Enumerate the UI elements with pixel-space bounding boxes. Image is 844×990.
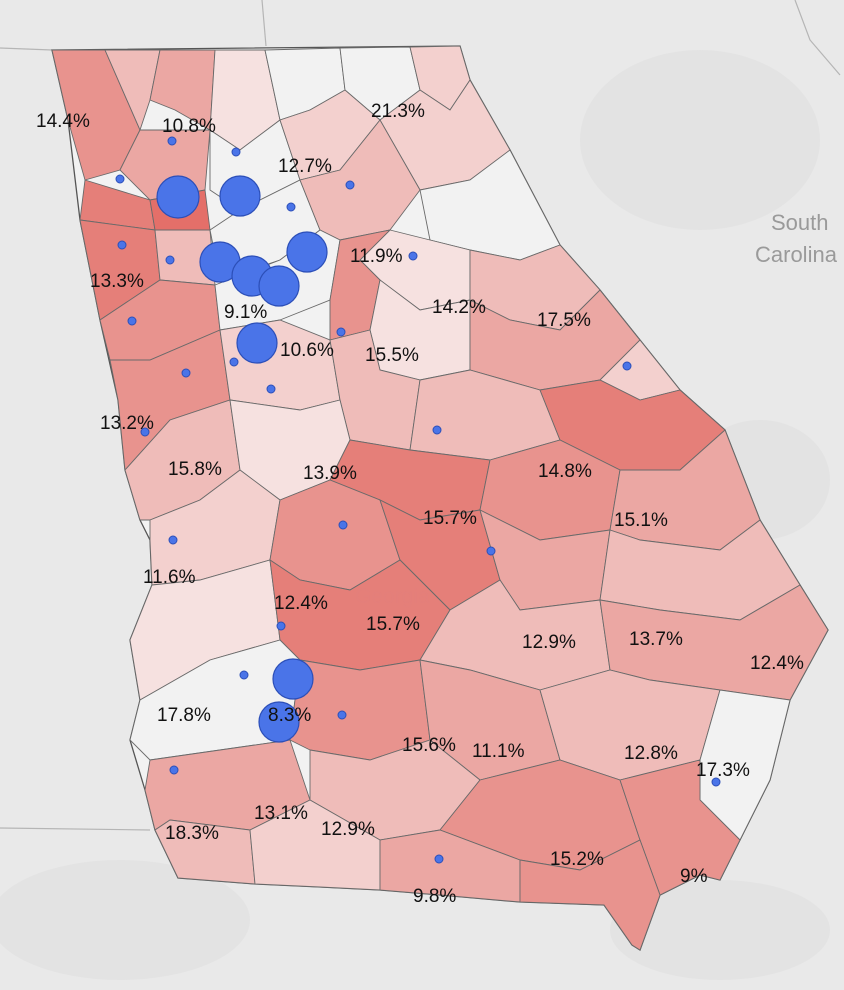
county-percent-label: 14.4% <box>36 111 90 132</box>
neighbor-state-label: South <box>771 210 829 235</box>
county-percent-label: 17.3% <box>696 760 750 781</box>
circle-marker-icon[interactable] <box>117 240 127 250</box>
county-percent-label: 10.6% <box>280 340 334 361</box>
county-percent-label: 15.6% <box>402 735 456 756</box>
county-percent-label: 13.9% <box>303 463 357 484</box>
county-percent-label: 11.6% <box>143 567 196 588</box>
county-percent-label: 15.1% <box>614 510 668 531</box>
circle-marker-icon[interactable] <box>338 520 348 530</box>
county-percent-label: 13.2% <box>100 413 154 434</box>
county-percent-label: 21.3% <box>371 101 425 122</box>
basemap-terrain <box>0 50 830 980</box>
county-percent-label: 9% <box>680 866 708 887</box>
county-percent-label: 15.2% <box>550 849 604 870</box>
county-percent-label: 11.1% <box>472 741 525 762</box>
county-percent-label: 13.1% <box>254 803 308 824</box>
circle-marker-icon[interactable] <box>337 710 347 720</box>
county-percent-label: 12.8% <box>624 743 678 764</box>
circle-marker-icon[interactable] <box>165 255 175 265</box>
state-name-label: Georgia <box>355 585 430 608</box>
county-percent-label: 15.7% <box>366 614 420 635</box>
circle-marker-icon[interactable] <box>345 180 355 190</box>
circle-marker-icon[interactable] <box>219 175 261 217</box>
county-percent-label: 10.8% <box>162 116 216 137</box>
county-percent-label: 13.3% <box>90 271 144 292</box>
circle-marker-icon[interactable] <box>276 621 286 631</box>
county-percent-label: 12.7% <box>278 156 332 177</box>
circle-marker-icon[interactable] <box>408 251 418 261</box>
county-percent-label: 8.3% <box>268 705 311 726</box>
circle-marker-icon[interactable] <box>258 701 300 743</box>
circle-marker-icon[interactable] <box>168 535 178 545</box>
circle-marker-icon[interactable] <box>432 425 442 435</box>
circle-marker-icon[interactable] <box>167 136 177 146</box>
circle-marker-icon[interactable] <box>336 327 346 337</box>
county-percent-label: 12.4% <box>750 653 804 674</box>
county-percent-label: 13.7% <box>629 629 683 650</box>
circle-marker-icon[interactable] <box>156 175 200 219</box>
county-percent-label: 14.2% <box>432 297 486 318</box>
circle-marker-icon[interactable] <box>169 765 179 775</box>
circle-marker-icon[interactable] <box>181 368 191 378</box>
county-shape <box>149 49 216 131</box>
circle-marker-icon[interactable] <box>266 384 276 394</box>
county-percent-label: 15.8% <box>168 459 222 480</box>
county-percent-label: 17.5% <box>537 310 591 331</box>
county-percent-label: 14.8% <box>538 461 592 482</box>
county-percent-label: 11.9% <box>350 246 403 267</box>
county-percent-label: 12.4% <box>274 593 328 614</box>
county-percent-label: 15.5% <box>365 345 419 366</box>
circle-marker-icon[interactable] <box>231 147 241 157</box>
circle-marker-icon[interactable] <box>286 202 296 212</box>
circle-marker-icon[interactable] <box>286 231 328 273</box>
county-shape <box>519 839 661 951</box>
circle-marker-icon[interactable] <box>486 546 496 556</box>
circle-marker-icon[interactable] <box>140 427 150 437</box>
neighbor-state-label: Carolina <box>755 242 838 267</box>
circle-marker-icon[interactable] <box>258 265 300 307</box>
circle-marker-icon[interactable] <box>239 670 249 680</box>
county-percent-label: 15.7% <box>423 508 477 529</box>
circle-marker-icon[interactable] <box>711 777 721 787</box>
county-percent-label: 9.8% <box>413 886 456 907</box>
county-percent-label: 18.3% <box>165 823 219 844</box>
neighbor-state-borders <box>0 0 841 831</box>
county-percent-label: 9.1% <box>224 302 267 323</box>
circle-marker-icon[interactable] <box>115 174 125 184</box>
circle-marker-icon[interactable] <box>229 357 239 367</box>
county-percent-label: 12.9% <box>321 819 375 840</box>
location-markers <box>115 136 721 864</box>
county-shapes <box>51 45 829 951</box>
circle-marker-icon[interactable] <box>434 854 444 864</box>
circle-marker-icon[interactable] <box>272 658 314 700</box>
county-percent-label: 17.8% <box>157 705 211 726</box>
county-percent-label: 12.9% <box>522 632 576 653</box>
circle-marker-icon[interactable] <box>127 316 137 326</box>
circle-marker-icon[interactable] <box>622 361 632 371</box>
county-percent-labels: 14.4% 10.8% 21.3% 12.7% 11.9% 13.3% 9.1% 14.2% 1… <box>36 101 804 907</box>
circle-marker-icon[interactable] <box>236 322 278 364</box>
